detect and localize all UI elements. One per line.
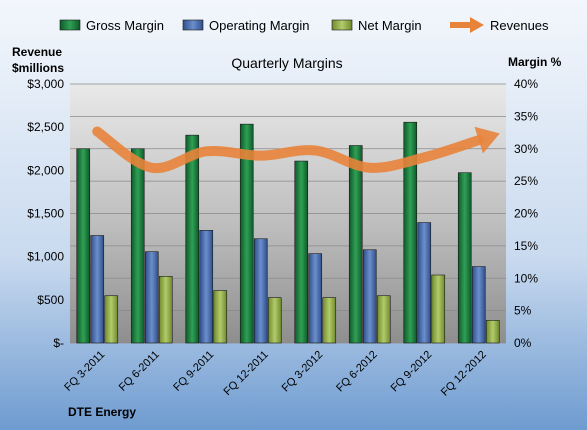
bars-layer (76, 121, 500, 344)
y-left-tick-label: $- (53, 336, 64, 350)
y-left-label-line1: Revenue (12, 45, 62, 59)
gross-margin-bar (239, 123, 254, 344)
operating-margin-bar (90, 235, 105, 344)
y-left-label-line2: $millions (12, 61, 64, 75)
revenues-arrowhead (474, 126, 500, 154)
operating-margin-bar (144, 251, 159, 344)
legend-label: Gross Margin (86, 18, 164, 33)
y-right-tick-label: 30% (514, 142, 538, 156)
net-margin-bar (158, 276, 173, 344)
line-layer (92, 126, 500, 174)
legend-swatch (59, 19, 81, 31)
y-right-tick-label: 10% (514, 271, 538, 285)
gross-margin-bar (457, 172, 472, 344)
legend-swatch-arrow (470, 17, 484, 33)
legend-label: Operating Margin (209, 18, 309, 33)
gross-margin-bar (403, 121, 418, 344)
y-right-tick-label: 5% (514, 304, 532, 318)
y-left-tick-label: $2,500 (27, 120, 64, 134)
y-right-tick-label: 20% (514, 207, 538, 221)
y-left-tick-label: $2,000 (27, 163, 64, 177)
legend-label: Net Margin (358, 18, 422, 33)
net-margin-bar (431, 274, 446, 344)
legend-operating-margin: Operating Margin (182, 18, 309, 33)
gross-margin-bar (76, 148, 91, 344)
operating-margin-bar (308, 253, 323, 344)
operating-margin-bar (417, 222, 432, 344)
legend-swatch (182, 19, 204, 31)
y-left-tick-label: $1,000 (27, 250, 64, 264)
legend-revenues: Revenues (450, 17, 549, 33)
axis-left: $- $500 $1,000 $1,500 $2,000 $2,500 $3,000 (27, 77, 64, 350)
y-left-tick-label: $500 (37, 293, 64, 307)
y-right-tick-label: 0% (514, 336, 532, 350)
net-margin-bar (267, 297, 282, 344)
y-right-tick-label: 25% (514, 174, 538, 188)
net-margin-bar (485, 320, 500, 344)
gross-margin-bar (185, 134, 200, 344)
operating-margin-bar (199, 230, 214, 344)
net-margin-bar (213, 290, 228, 344)
gross-margin-bar (130, 148, 145, 344)
net-margin-bar (376, 295, 391, 344)
y-right-tick-label: 40% (514, 77, 538, 91)
net-margin-bar (322, 297, 337, 344)
legend-net-margin: Net Margin (331, 18, 422, 33)
operating-margin-bar (471, 266, 486, 344)
y-right-label: Margin % (508, 55, 562, 69)
net-margin-bar (104, 295, 119, 344)
y-right-tick-label: 35% (514, 109, 538, 123)
y-right-tick-label: 15% (514, 239, 538, 253)
company-label: DTE Energy (68, 405, 136, 419)
axis-right: 0% 5% 10% 15% 20% 25% 30% 35% 40% (514, 77, 538, 350)
legend-gross-margin: Gross Margin (59, 18, 164, 33)
gross-margin-bar (348, 145, 363, 344)
y-left-tick-label: $3,000 (27, 77, 64, 91)
legend: Gross Margin Operating Margin Net Margin Re… (59, 17, 549, 33)
chart-title: Quarterly Margins (231, 55, 342, 71)
operating-margin-bar (253, 238, 268, 344)
y-left-tick-label: $1,500 (27, 207, 64, 221)
legend-label: Revenues (490, 18, 549, 33)
revenues-line (92, 126, 484, 174)
legend-swatch (331, 19, 353, 31)
gross-margin-bar (294, 160, 309, 344)
operating-margin-bar (362, 249, 377, 344)
